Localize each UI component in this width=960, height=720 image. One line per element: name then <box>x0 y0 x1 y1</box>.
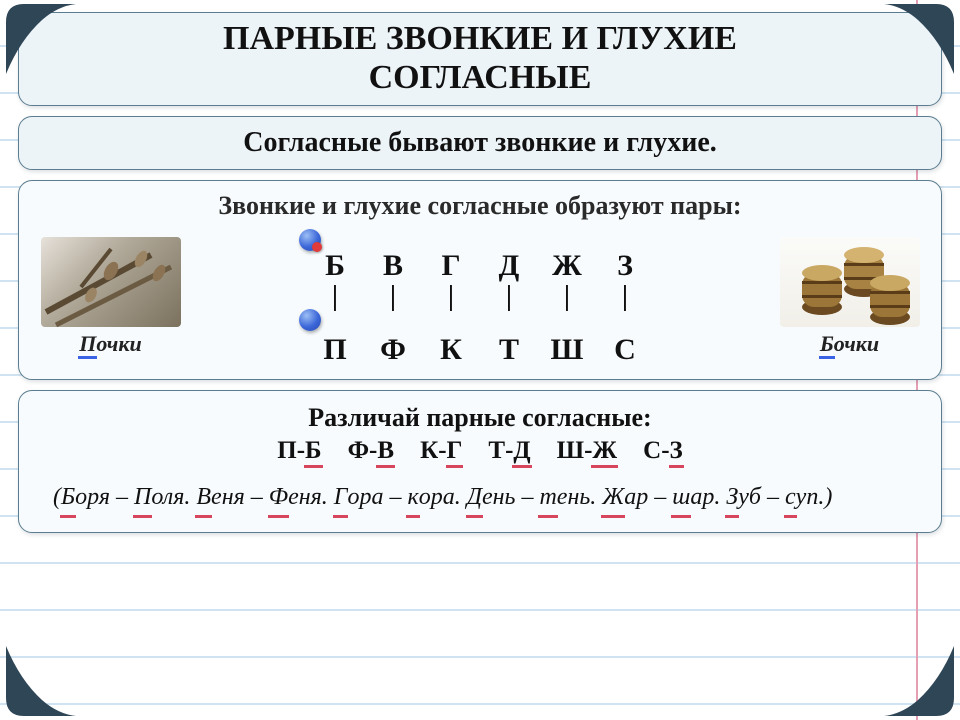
pair-separator: | <box>596 283 654 311</box>
voiceless-letter: П <box>306 333 364 367</box>
voiceless-letter: Ш <box>538 333 596 367</box>
pair-separator: | <box>480 283 538 311</box>
pair-separator: | <box>422 283 480 311</box>
left-example: Почки <box>33 237 188 357</box>
voiced-letter: Б <box>306 249 364 283</box>
pairs-card: Звонкие и глухие согласные образуют пары… <box>18 180 942 380</box>
consonant-pairs-grid: БВГДЖЗ |||||| ПФКТШС <box>196 227 764 367</box>
consonant-pair: С-З <box>643 437 683 465</box>
distinguish-card: Различай парные согласные: П-Б Ф-В К-Г Т-Д Ш… <box>18 390 942 533</box>
consonant-pair: Ш-Ж <box>557 437 618 465</box>
voiced-marker <box>299 229 321 251</box>
corner-decoration <box>6 4 76 74</box>
voiceless-letter: Ф <box>364 333 422 367</box>
pair-list-line: П-Б Ф-В К-Г Т-Д Ш-Ж С-З <box>47 437 913 465</box>
consonant-pair: Т-Д <box>488 437 530 465</box>
voiceless-marker <box>299 309 321 331</box>
pair-separator: | <box>538 283 596 311</box>
underlined-letter: П <box>79 331 96 357</box>
buds-photo-icon <box>41 237 181 327</box>
subtitle-card: Согласные бывают звонкие и глухие. <box>18 116 942 170</box>
title-line-1: ПАРНЫЕ ЗВОНКИЕ И ГЛУХИЕ <box>29 19 931 58</box>
voiceless-letter: К <box>422 333 480 367</box>
distinguish-heading: Различай парные согласные: <box>47 403 913 433</box>
pairs-heading: Звонкие и глухие согласные образуют пары… <box>33 191 927 221</box>
corner-decoration <box>884 646 954 716</box>
consonant-pair: Ф-В <box>348 437 395 465</box>
subtitle-text: Согласные бывают звонкие и глухие. <box>243 127 717 158</box>
corner-decoration <box>884 4 954 74</box>
title-line-2: СОГЛАСНЫЕ <box>29 58 931 97</box>
pair-separator: | <box>306 283 364 311</box>
underlined-letter: Б <box>820 331 834 357</box>
slide-content: ПАРНЫЕ ЗВОНКИЕ И ГЛУХИЕ СОГЛАСНЫЕ Соглас… <box>0 0 960 720</box>
examples-paragraph: (Боря – Поля. Веня – Феня. Гора – кора. … <box>47 479 913 516</box>
voiced-letter: В <box>364 249 422 283</box>
red-dot-icon <box>312 242 322 252</box>
separator-row: |||||| <box>306 283 654 311</box>
voiced-letter: Д <box>480 249 538 283</box>
right-example: Бочки <box>772 237 927 357</box>
title-card: ПАРНЫЕ ЗВОНКИЕ И ГЛУХИЕ СОГЛАСНЫЕ <box>18 12 942 106</box>
voiced-letter: Ж <box>538 249 596 283</box>
voiceless-letter: С <box>596 333 654 367</box>
voiced-letter: Г <box>422 249 480 283</box>
consonant-pair: К-Г <box>420 437 462 465</box>
left-example-label: Почки <box>79 331 142 357</box>
voiceless-letter: Т <box>480 333 538 367</box>
blue-dot-icon <box>299 229 321 251</box>
right-example-label: Бочки <box>820 331 879 357</box>
pair-separator: | <box>364 283 422 311</box>
blue-dot-icon <box>299 309 321 331</box>
corner-decoration <box>6 646 76 716</box>
barrels-photo-icon <box>780 237 920 327</box>
voiced-letter: З <box>596 249 654 283</box>
voiceless-row: ПФКТШС <box>306 333 654 367</box>
voiced-row: БВГДЖЗ <box>306 249 654 283</box>
consonant-pair: П-Б <box>277 437 321 465</box>
